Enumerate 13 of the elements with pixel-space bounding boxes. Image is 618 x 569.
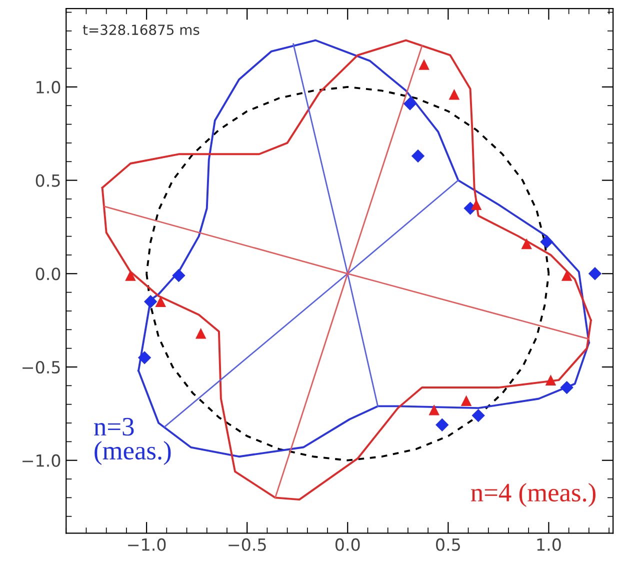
y-tick-label: −0.5 bbox=[22, 360, 60, 374]
text: n=4 (meas.) bbox=[470, 482, 596, 507]
y-tick-label: −1.0 bbox=[22, 454, 60, 467]
x-tick-label: −0.5 bbox=[228, 538, 266, 551]
x-tick-label: −1.0 bbox=[128, 538, 166, 551]
x-tick-label: 0.0 bbox=[335, 538, 360, 551]
y-tick-label: 0.0 bbox=[36, 268, 60, 280]
x-tick-label: 1.0 bbox=[537, 538, 561, 551]
text: n=3 (meas.) bbox=[94, 418, 171, 465]
y-tick-label: 1.0 bbox=[36, 80, 60, 94]
annotation: t=328.16875 ms bbox=[82, 24, 200, 36]
y-tick-label: 0.5 bbox=[36, 174, 60, 187]
x-tick-label: 0.5 bbox=[436, 538, 460, 551]
